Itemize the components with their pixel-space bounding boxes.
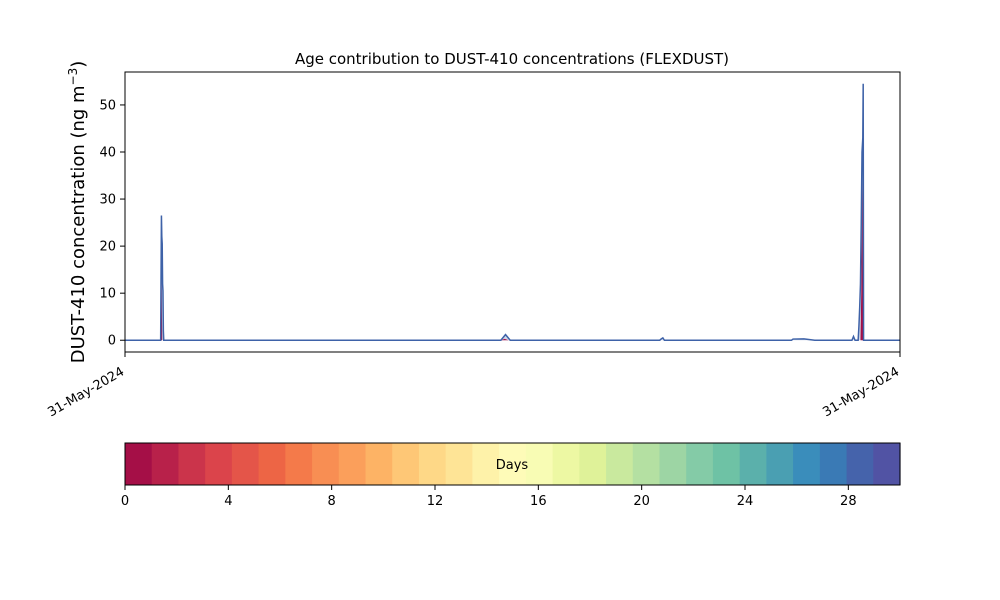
colorbar-tick-label: 28	[840, 494, 857, 509]
colorbar-cell	[258, 443, 286, 485]
colorbar-cell	[766, 443, 794, 485]
colorbar-label: Days	[496, 458, 529, 473]
colorbar-cell	[125, 443, 153, 485]
colorbar-cell	[472, 443, 500, 485]
y-tick-label: 0	[108, 334, 116, 349]
y-tick-label: 30	[99, 193, 116, 208]
colorbar-cell	[606, 443, 634, 485]
colorbar-cell	[686, 443, 714, 485]
x-tick-label: 31-May-2024	[45, 364, 127, 420]
series-layer	[125, 83, 900, 341]
x-tick-label: 31-May-2024	[820, 364, 902, 420]
colorbar-cell	[793, 443, 821, 485]
y-tick-label: 40	[99, 146, 116, 161]
chart-title: Age contribution to DUST-410 concentrati…	[295, 50, 729, 68]
colorbar-cell	[312, 443, 340, 485]
colorbar-tick-label: 0	[121, 494, 129, 509]
colorbar-cell	[712, 443, 741, 485]
colorbar-frame	[124, 442, 901, 486]
colorbar-cell	[365, 443, 393, 485]
colorbar-cell	[499, 443, 527, 485]
colorbar-tick-label: 24	[737, 494, 754, 509]
colorbar-cell	[525, 443, 554, 485]
y-axis: 0 10 20 30 40 50	[99, 98, 125, 349]
colorbar: Days 0 4 8 12 16 20 24 28	[121, 442, 901, 509]
colorbar-cell	[632, 443, 661, 485]
colorbar-cell	[873, 443, 901, 485]
colorbar-cell	[338, 443, 367, 485]
colorbar-cell	[579, 443, 607, 485]
colorbar-cell	[392, 443, 420, 485]
series-total-line	[125, 83, 900, 341]
colorbar-tick-label: 8	[328, 494, 336, 509]
colorbar-tick-label: 4	[224, 494, 232, 509]
y-tick-label: 20	[99, 240, 116, 255]
plot-area	[124, 71, 901, 353]
colorbar-cell	[285, 443, 313, 485]
y-tick-label: 50	[99, 98, 116, 113]
colorbar-tick-label: 20	[633, 494, 650, 509]
y-tick-label: 10	[99, 287, 116, 302]
x-axis: 31-May-2024 31-May-2024	[45, 352, 902, 420]
colorbar-cell	[151, 443, 180, 485]
colorbar-cell	[552, 443, 580, 485]
colorbar-cell	[178, 443, 206, 485]
y-axis-label: DUST-410 concentration (ng m−3)	[66, 61, 89, 364]
colorbar-tick-label: 16	[530, 494, 547, 509]
colorbar-cell	[205, 443, 233, 485]
colorbar-ticks: 0 4 8 12 16 20 24 28	[121, 485, 857, 509]
colorbar-tick-label: 12	[427, 494, 444, 509]
colorbar-cell	[659, 443, 687, 485]
plot-frame	[124, 71, 901, 353]
colorbar-cell	[418, 443, 447, 485]
colorbar-cell	[445, 443, 474, 485]
colorbar-cell	[846, 443, 874, 485]
series-total-area	[125, 83, 900, 341]
series-fresh-area	[125, 168, 900, 341]
colorbar-cell	[819, 443, 848, 485]
colorbar-cells	[125, 443, 901, 485]
colorbar-cell	[739, 443, 767, 485]
colorbar-cell	[231, 443, 260, 485]
